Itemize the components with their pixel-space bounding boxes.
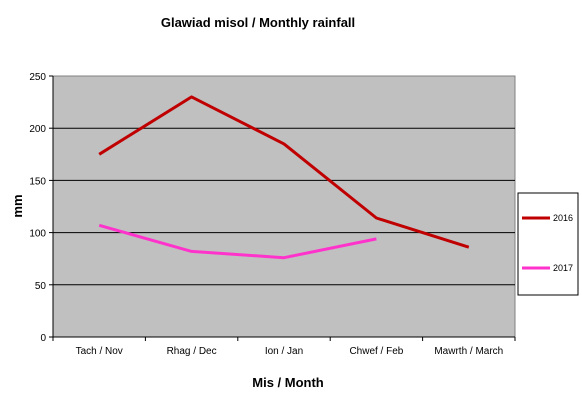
- y-axis-title: mm: [10, 194, 25, 217]
- series-line-2017: [98, 223, 377, 260]
- x-tick-label: Ion / Jan: [265, 346, 303, 357]
- chart-title: Glawiad misol / Monthly rainfall: [161, 15, 355, 30]
- legend-label-2016: 2016: [553, 213, 573, 223]
- plot-area: [52, 75, 516, 338]
- legend-box: [517, 192, 579, 296]
- y-tick-label: 0: [40, 333, 46, 344]
- x-axis-ticks: Tach / Nov Rhag / Dec Ion / Jan Chwef / Feb…: [52, 337, 516, 357]
- y-tick-label: 200: [29, 124, 46, 135]
- x-tick-label: Rhag / Dec: [167, 346, 217, 357]
- legend-label-2017: 2017: [553, 263, 573, 273]
- x-axis-title: Mis / Month: [252, 375, 324, 390]
- x-tick-label: Tach / Nov: [76, 346, 123, 357]
- y-axis-ticks: 0 50 100 150 200 250: [29, 72, 53, 344]
- y-tick-label: 50: [35, 281, 47, 292]
- y-tick-label: 100: [29, 229, 46, 240]
- x-tick-label: Chwef / Feb: [349, 346, 403, 357]
- series-lines: [98, 95, 470, 260]
- y-tick-label: 250: [29, 72, 46, 83]
- x-tick-label: Mawrth / March: [434, 346, 503, 357]
- y-tick-label: 150: [29, 176, 46, 187]
- legend: 2016 2017: [522, 213, 573, 273]
